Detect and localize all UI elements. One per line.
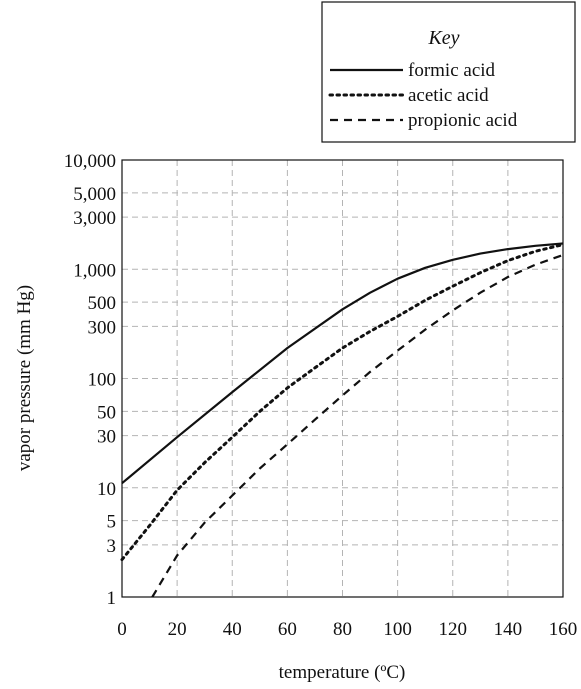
legend-label: acetic acid [408,85,489,106]
plot-frame [121,159,564,598]
series-line-acetic-acid [120,243,565,562]
series-lines [120,242,565,598]
series-line-propionic-acid [151,253,564,598]
x-tick-label: 60 [278,619,297,640]
y-tick-label: 500 [88,293,117,314]
y-tick-label: 5,000 [73,184,116,205]
y-tick-label: 10,000 [64,151,116,172]
series-line-formic-acid [121,242,564,485]
legend: Key formic acid acetic acid propionic acid [321,1,576,143]
x-axis-title: temperature (ºC) [279,662,406,683]
y-tick-label: 1 [107,588,117,609]
legend-frame [321,1,576,143]
y-tick-label: 3,000 [73,208,116,229]
y-tick-label: 100 [88,370,117,391]
y-tick-label: 5 [107,512,117,533]
y-tick-label: 3 [107,536,117,557]
gridlines [122,160,563,597]
x-tick-label: 80 [333,619,352,640]
y-tick-label: 1,000 [73,260,116,281]
legend-items: formic acid acetic acid propionic acid [328,60,518,131]
x-tick-label: 140 [494,619,523,640]
y-tick-labels: 1 3 5 10 30 50 100 300 500 1,000 3,000 5,000 10,000 [64,151,116,609]
y-tick-label: 10 [97,479,116,500]
y-tick-label: 50 [97,402,116,423]
y-tick-label: 30 [97,427,116,448]
legend-title: Key [427,27,459,49]
x-tick-label: 0 [117,619,127,640]
x-tick-label: 100 [383,619,412,640]
legend-label: propionic acid [408,110,518,131]
x-tick-label: 40 [223,619,242,640]
x-tick-label: 160 [549,619,578,640]
x-tick-label: 20 [168,619,187,640]
y-axis-title: vapor pressure (mm Hg) [14,285,35,471]
legend-label: formic acid [408,60,496,81]
x-tick-label: 120 [439,619,468,640]
plot-area: 0 20 40 60 80 100 120 140 160 1 3 5 10 30 50 100 300 500… [64,151,578,640]
x-tick-labels: 0 20 40 60 80 100 120 140 160 [117,619,577,640]
y-tick-label: 300 [88,317,117,338]
